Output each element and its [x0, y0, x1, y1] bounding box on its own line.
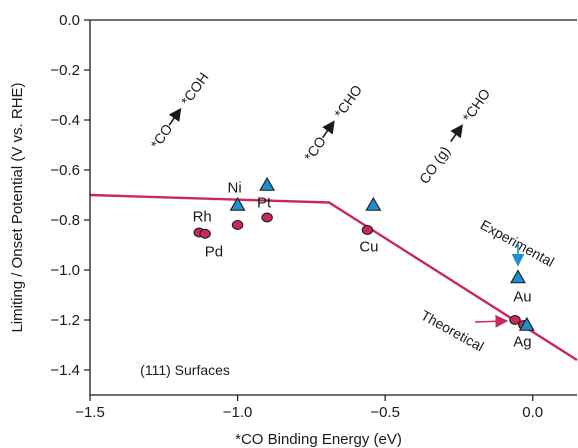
- y-tick-label: −0.8: [50, 212, 80, 229]
- experimental-point-ag: [518, 316, 535, 331]
- reaction-2-annotation: *CO*CHO: [301, 82, 365, 164]
- reaction-arrow: [168, 107, 182, 126]
- reaction-3-reactant: CO (g): [416, 143, 453, 187]
- experimental-point-cu: [365, 196, 382, 211]
- y-tick-label: −0.6: [50, 162, 80, 179]
- theoretical-point-pd: [199, 228, 211, 239]
- theoretical-label: Theoretical: [418, 307, 486, 355]
- reaction-1-reactant: *CO: [147, 121, 175, 152]
- metal-label-pt: Pt: [257, 195, 272, 212]
- y-tick-label: −0.4: [50, 112, 80, 129]
- theoretical-arrow: [474, 314, 509, 328]
- y-axis-title: Limiting / Onset Potential (V vs. RHE): [9, 82, 26, 332]
- experimental-point-pt: [259, 176, 276, 191]
- reaction-1-product: *COH: [178, 69, 212, 108]
- reaction-2-reactant: *CO: [301, 133, 329, 164]
- x-tick-label: −0.5: [370, 404, 400, 421]
- reaction-arrow: [450, 124, 463, 142]
- x-axis-title: *CO Binding Energy (eV): [235, 431, 402, 448]
- metal-label-ag: Ag: [513, 333, 531, 350]
- axes: −1.5 −1.0 −0.5 0.0 0.0 −0.2 −0.4 −0.6 −0.8 −1.0 −1…: [9, 12, 577, 448]
- reaction-1-annotation: *CO*COH: [147, 69, 211, 151]
- metal-label-au: Au: [513, 288, 531, 305]
- reaction-3-product: *CHO: [459, 86, 493, 125]
- experimental-point-au: [510, 269, 526, 284]
- theoretical-line: [89, 193, 578, 362]
- x-tick-label: −1.5: [75, 404, 105, 421]
- metal-label-cu: Cu: [359, 238, 378, 255]
- x-tick-label: 0.0: [522, 404, 543, 421]
- experimental-point-ni: [229, 196, 246, 211]
- theoretical-point-pt: [261, 212, 273, 223]
- surface-label: (111) Surfaces: [140, 362, 230, 378]
- metal-label-rh: Rh: [193, 208, 212, 225]
- x-tick-label: −1.0: [223, 404, 253, 421]
- y-tick-label: −1.0: [50, 262, 80, 279]
- y-tick-label: −1.2: [50, 312, 80, 329]
- y-tick-label: −1.4: [50, 362, 80, 379]
- theoretical-point-au: [509, 315, 521, 325]
- y-tick-label: −0.2: [50, 62, 80, 79]
- theoretical-point-ni: [231, 220, 244, 230]
- plot-area: [89, 176, 578, 362]
- reaction-2-product: *CHO: [331, 82, 365, 121]
- metal-label-ni: Ni: [228, 180, 242, 197]
- reaction-arrow: [321, 120, 335, 139]
- reaction-3-annotation: CO (g)*CHO: [416, 86, 494, 187]
- y-tick-label: 0.0: [59, 12, 80, 29]
- theoretical-point-cu: [361, 225, 374, 235]
- metal-label-pd: Pd: [205, 243, 223, 260]
